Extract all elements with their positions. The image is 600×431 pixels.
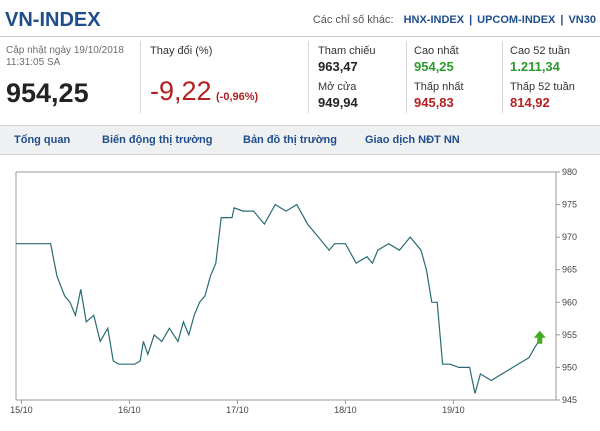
- change-label: Thay đổi (%): [150, 45, 213, 57]
- y-tick-label: 950: [562, 362, 577, 372]
- high-52w-value: 1.211,34: [510, 59, 560, 74]
- change-percent: (-0,96%): [216, 91, 259, 103]
- y-tick-label: 955: [562, 330, 577, 340]
- divider: [140, 41, 141, 113]
- y-tick-label: 975: [562, 200, 577, 210]
- divider: [406, 41, 407, 113]
- reference-label: Tham chiếu: [318, 45, 376, 57]
- x-tick-label: 16/10: [118, 405, 141, 415]
- top-header: VN-INDEX Các chỉ số khác: HNX-INDEX | UP…: [0, 0, 600, 36]
- high-label: Cao nhất: [414, 45, 459, 57]
- other-indices-label: Các chỉ số khác:: [312, 14, 394, 26]
- open-value: 949,94: [318, 95, 358, 110]
- divider: [0, 36, 600, 37]
- update-info: Cập nhật ngày 19/10/2018 11:31:05 SA: [6, 45, 124, 69]
- x-tick-label: 19/10: [442, 405, 465, 415]
- index-line-chart: 945 950 955 960 965 970 975 980 15/10 16/10 17/10…: [10, 167, 577, 415]
- current-value: 954,25: [6, 78, 89, 108]
- tab-bar: Tổng quan Biến động thị trường Bản đồ th…: [0, 125, 600, 155]
- y-tick-label: 970: [562, 232, 577, 242]
- series-line: [16, 203, 541, 394]
- update-date: Cập nhật ngày 19/10/2018: [6, 45, 124, 56]
- link-vn30[interactable]: VN30: [568, 14, 596, 26]
- tab-foreign-trading[interactable]: Giao dịch NĐT NN: [365, 134, 460, 146]
- divider: [502, 41, 503, 113]
- x-tick-label: 15/10: [10, 405, 33, 415]
- y-tick-label: 965: [562, 265, 577, 275]
- up-arrow-icon: [533, 330, 546, 344]
- low-label: Thấp nhất: [414, 81, 464, 93]
- y-axis-ticks: 945 950 955 960 965 970 975 980: [556, 167, 577, 405]
- high-value: 954,25: [414, 59, 454, 74]
- tab-overview[interactable]: Tổng quan: [14, 134, 71, 146]
- low-52w-value: 814,92: [510, 95, 550, 110]
- divider: [308, 41, 309, 113]
- update-time: 11:31:05 SA: [6, 57, 61, 68]
- chart-axes: [15, 171, 557, 401]
- y-tick-label: 945: [562, 395, 577, 405]
- reference-value: 963,47: [318, 59, 358, 74]
- low-value: 945,83: [414, 95, 454, 110]
- y-tick-label: 960: [562, 297, 577, 307]
- other-indices: Các chỉ số khác: HNX-INDEX | UPCOM-INDEX…: [313, 14, 596, 26]
- x-tick-label: 17/10: [226, 405, 249, 415]
- tab-market-map[interactable]: Bản đồ thị trường: [243, 134, 337, 146]
- link-hnx-index[interactable]: HNX-INDEX: [403, 14, 465, 26]
- separator: |: [560, 14, 564, 26]
- x-tick-label: 18/10: [334, 405, 357, 415]
- separator: |: [469, 14, 473, 26]
- y-tick-label: 980: [562, 167, 577, 177]
- tab-market-movement[interactable]: Biến động thị trường: [102, 134, 213, 146]
- open-label: Mở cửa: [318, 81, 357, 93]
- link-upcom-index[interactable]: UPCOM-INDEX: [477, 14, 556, 26]
- page-title: VN-INDEX: [5, 9, 101, 31]
- low-52w-label: Thấp 52 tuần: [510, 81, 575, 93]
- change-value: -9,22: [150, 76, 212, 106]
- x-axis-ticks: 15/10 16/10 17/10 18/10 19/10: [10, 400, 465, 415]
- high-52w-label: Cao 52 tuần: [510, 45, 570, 57]
